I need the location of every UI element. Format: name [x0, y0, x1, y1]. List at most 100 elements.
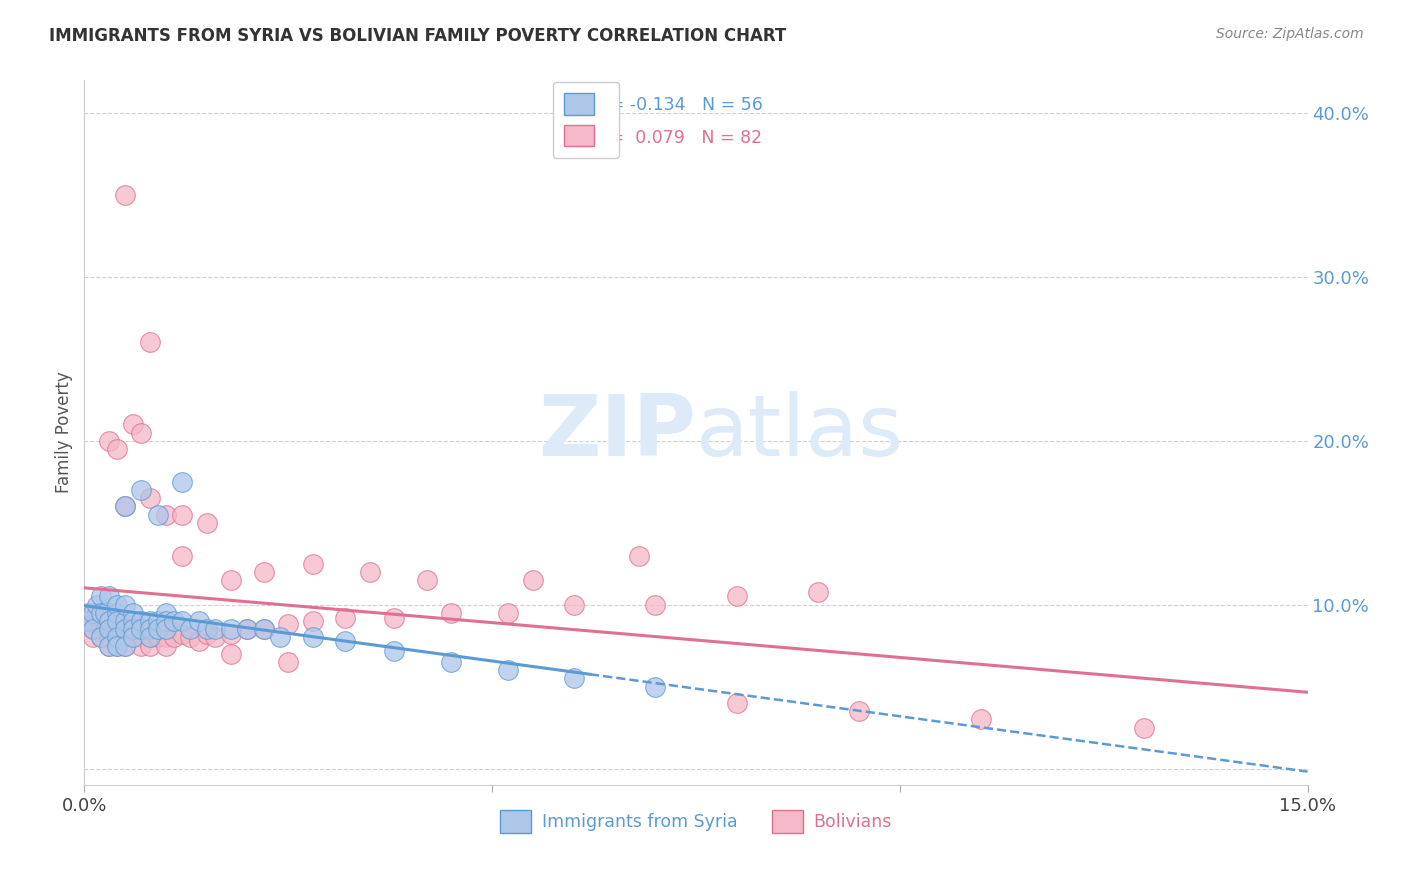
Point	[187, 633, 209, 648]
Point	[114, 614, 136, 628]
Point	[114, 639, 136, 653]
Point	[138, 614, 160, 628]
Point	[114, 500, 136, 514]
Point	[187, 614, 209, 628]
Point	[301, 631, 323, 645]
Point	[97, 590, 120, 604]
Point	[114, 622, 136, 636]
Point	[277, 655, 299, 669]
Point	[114, 639, 136, 653]
Point	[122, 614, 145, 628]
Point	[114, 598, 136, 612]
Text: IMMIGRANTS FROM SYRIA VS BOLIVIAN FAMILY POVERTY CORRELATION CHART: IMMIGRANTS FROM SYRIA VS BOLIVIAN FAMILY…	[49, 27, 786, 45]
Point	[236, 622, 259, 636]
Point	[77, 606, 100, 620]
Point	[725, 696, 748, 710]
Point	[105, 598, 128, 612]
Point	[82, 606, 104, 620]
Point	[146, 622, 169, 636]
Point	[97, 639, 120, 653]
Point	[219, 622, 242, 636]
Point	[90, 631, 112, 645]
Point	[122, 631, 145, 645]
Point	[82, 622, 104, 636]
Point	[138, 622, 160, 636]
Point	[172, 508, 194, 522]
Point	[204, 631, 226, 645]
Point	[725, 590, 748, 604]
Legend: Immigrants from Syria, Bolivians: Immigrants from Syria, Bolivians	[494, 804, 898, 839]
Point	[382, 611, 405, 625]
Point	[219, 573, 242, 587]
Point	[195, 622, 218, 636]
Point	[440, 606, 463, 620]
Point	[97, 434, 120, 448]
Point	[807, 584, 830, 599]
Point	[163, 614, 186, 628]
Point	[146, 631, 169, 645]
Point	[440, 655, 463, 669]
Point	[93, 606, 115, 620]
Point	[122, 614, 145, 628]
Point	[122, 631, 145, 645]
Point	[155, 508, 177, 522]
Point	[236, 622, 259, 636]
Point	[146, 508, 169, 522]
Point	[253, 622, 276, 636]
Point	[138, 631, 160, 645]
Point	[163, 631, 186, 645]
Point	[76, 614, 98, 628]
Point	[105, 631, 128, 645]
Point	[97, 614, 120, 628]
Point	[97, 639, 120, 653]
Point	[138, 631, 160, 645]
Point	[114, 500, 136, 514]
Point	[90, 622, 112, 636]
Point	[131, 483, 153, 497]
Point	[86, 598, 108, 612]
Point	[498, 606, 520, 620]
Point	[562, 598, 585, 612]
Point	[97, 622, 120, 636]
Point	[219, 647, 242, 661]
Point	[131, 425, 153, 440]
Point	[204, 622, 226, 636]
Point	[301, 557, 323, 571]
Point	[122, 622, 145, 636]
Point	[114, 631, 136, 645]
Text: atlas: atlas	[696, 391, 904, 475]
Point	[138, 622, 160, 636]
Point	[155, 614, 177, 628]
Point	[155, 631, 177, 645]
Point	[269, 631, 291, 645]
Point	[359, 565, 381, 579]
Point	[93, 614, 115, 628]
Point	[97, 606, 120, 620]
Point	[105, 614, 128, 628]
Point	[82, 631, 104, 645]
Point	[644, 598, 666, 612]
Point	[172, 475, 194, 489]
Y-axis label: Family Poverty: Family Poverty	[55, 372, 73, 493]
Point	[114, 622, 136, 636]
Point	[335, 611, 357, 625]
Point	[335, 633, 357, 648]
Point	[122, 417, 145, 432]
Point	[90, 614, 112, 628]
Point	[131, 622, 153, 636]
Text: Source: ZipAtlas.com: Source: ZipAtlas.com	[1216, 27, 1364, 41]
Text: ZIP: ZIP	[538, 391, 696, 475]
Point	[253, 565, 276, 579]
Point	[114, 188, 136, 202]
Point	[97, 631, 120, 645]
Point	[1133, 721, 1156, 735]
Point	[131, 614, 153, 628]
Point	[105, 631, 128, 645]
Point	[562, 672, 585, 686]
Point	[848, 704, 870, 718]
Point	[131, 639, 153, 653]
Point	[155, 606, 177, 620]
Point	[146, 614, 169, 628]
Point	[105, 614, 128, 628]
Point	[416, 573, 439, 587]
